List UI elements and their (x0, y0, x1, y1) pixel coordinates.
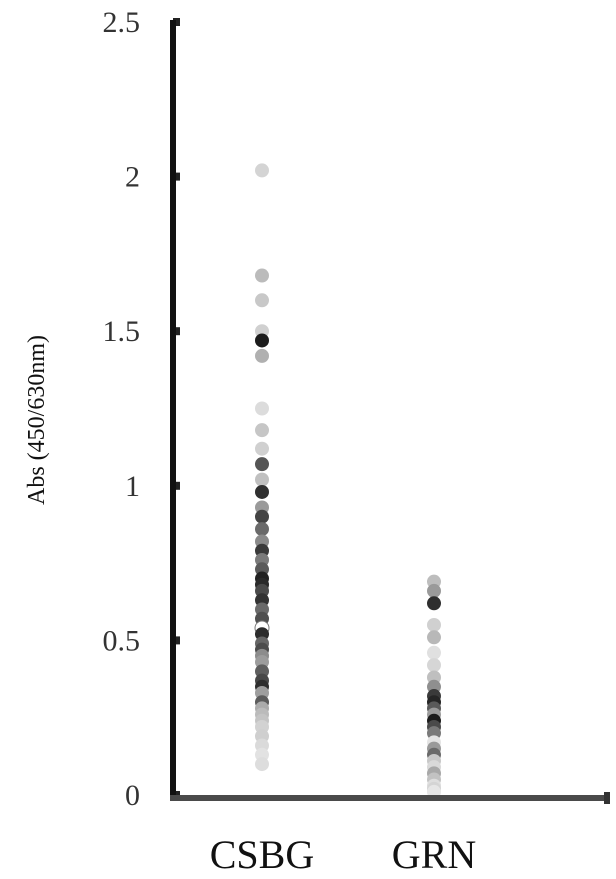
y-tick-label: 0.5 (103, 624, 141, 657)
data-point-csbg (255, 484, 269, 499)
data-point-grn (427, 630, 441, 645)
y-tick-mark (173, 18, 180, 26)
data-point-csbg (255, 163, 269, 178)
data-point-grn (427, 658, 441, 673)
x-category-label: GRN (392, 832, 476, 877)
data-point-grn (427, 583, 441, 598)
x-axis-categories: CSBG GRN (210, 832, 476, 877)
data-point-csbg (255, 348, 269, 363)
data-point-csbg (255, 457, 269, 472)
y-tick-label: 2.5 (103, 6, 141, 39)
y-axis-ticks: 0 0.5 1 1.5 2 2.5 (103, 6, 180, 812)
data-point-csbg (255, 293, 269, 308)
data-point-csbg (255, 472, 269, 487)
data-point-grn (427, 645, 441, 660)
y-tick-label: 2 (125, 161, 140, 194)
data-point-grn (427, 617, 441, 632)
data-points (254, 163, 441, 799)
data-point-csbg (255, 333, 269, 348)
data-point-csbg (255, 522, 269, 537)
data-point-csbg (255, 757, 269, 772)
y-tick-mark (173, 636, 180, 645)
data-point-csbg (255, 509, 269, 524)
y-tick-label: 1 (125, 470, 140, 503)
x-category-label: CSBG (210, 832, 315, 877)
x-axis-end-cap (604, 792, 610, 804)
y-tick-label: 0 (125, 779, 140, 812)
y-axis-title: Abs (450/630nm) (24, 335, 50, 505)
data-point-grn (427, 596, 441, 611)
y-tick-mark (173, 481, 180, 490)
y-tick-mark (173, 327, 180, 336)
y-axis-label: Abs (450/630nm) (24, 335, 50, 505)
data-point-csbg (255, 401, 269, 416)
data-point-csbg (255, 423, 269, 438)
x-axis-line (170, 795, 608, 801)
y-axis-line (170, 20, 176, 798)
data-point-csbg (255, 441, 269, 456)
y-tick-label: 1.5 (103, 315, 141, 348)
data-point-csbg (255, 268, 269, 283)
y-tick-mark (173, 172, 180, 181)
